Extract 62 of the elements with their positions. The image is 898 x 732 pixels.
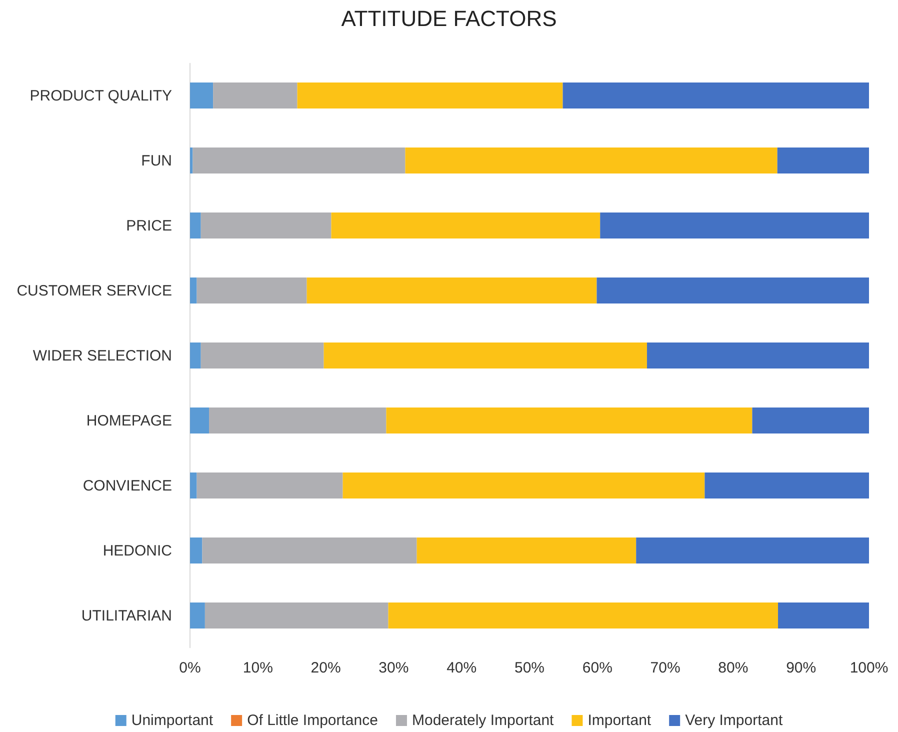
chart-title: ATTITUDE FACTORS xyxy=(341,6,557,31)
bar xyxy=(190,408,210,434)
y-tick-label: FUN xyxy=(141,152,172,170)
y-tick-label: HOMEPAGE xyxy=(86,412,172,430)
y-tick-label: CUSTOMER SERVICE xyxy=(16,282,172,300)
legend-label: Moderately Important xyxy=(412,712,555,729)
bar xyxy=(190,212,201,238)
bar xyxy=(778,602,869,628)
bar xyxy=(190,278,197,304)
bar xyxy=(196,472,343,498)
x-tick-label: 10% xyxy=(242,660,273,677)
bar xyxy=(324,342,647,368)
x-tick-label: 50% xyxy=(514,660,545,677)
y-tick-label: CONVIENCE xyxy=(82,477,172,494)
bar xyxy=(777,148,869,174)
legend-label: Of Little Importance xyxy=(247,712,378,729)
bar xyxy=(416,538,636,564)
bar xyxy=(752,408,869,434)
legend-label: Important xyxy=(588,712,652,729)
bar xyxy=(388,602,778,628)
y-tick-label: HEDONIC xyxy=(102,542,172,560)
y-tick-label: UTILITARIAN xyxy=(81,607,172,624)
x-tick-label: 20% xyxy=(310,660,341,677)
bar xyxy=(200,342,324,368)
bar xyxy=(190,472,197,498)
bar xyxy=(196,278,307,304)
bar xyxy=(636,538,869,564)
bar xyxy=(306,278,597,304)
bar xyxy=(386,408,752,434)
y-tick-label: WIDER SELECTION xyxy=(32,347,172,364)
x-tick-label: 100% xyxy=(850,660,888,677)
bar xyxy=(190,342,201,368)
bar xyxy=(342,472,705,498)
legend-label: Unimportant xyxy=(131,712,214,729)
bar xyxy=(190,82,214,108)
bar xyxy=(562,82,869,108)
bar xyxy=(331,212,600,238)
x-tick-label: 30% xyxy=(378,660,409,677)
bar xyxy=(209,408,386,434)
x-tick-label: 80% xyxy=(718,660,748,677)
bar xyxy=(405,148,778,174)
bar xyxy=(646,342,869,368)
bar xyxy=(190,538,202,564)
x-tick-label: 0% xyxy=(179,660,201,677)
bar xyxy=(213,82,298,108)
bar xyxy=(204,602,388,628)
bar xyxy=(600,212,869,238)
x-tick-label: 60% xyxy=(582,660,612,677)
y-tick-label: PRICE xyxy=(126,217,172,234)
x-tick-label: 70% xyxy=(650,660,680,677)
x-tick-label: 40% xyxy=(446,660,477,677)
bar xyxy=(192,148,406,174)
bar xyxy=(596,278,869,304)
bar xyxy=(200,212,332,238)
bar xyxy=(202,538,417,564)
bar xyxy=(190,148,193,174)
legend-label: Very Important xyxy=(685,712,784,729)
bar xyxy=(190,602,205,628)
x-tick-label: 90% xyxy=(786,660,816,677)
bar xyxy=(297,82,563,108)
bar xyxy=(704,472,869,498)
y-tick-label: PRODUCT QUALITY xyxy=(30,87,172,104)
